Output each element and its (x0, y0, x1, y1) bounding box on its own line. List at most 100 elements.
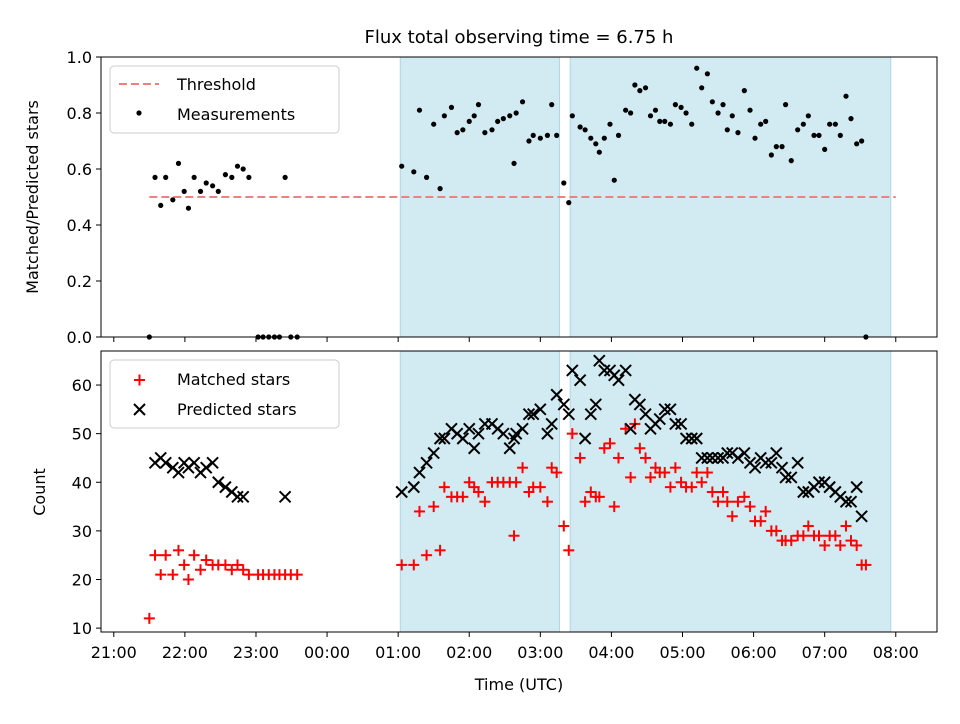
predicted-star-point (509, 427, 523, 440)
measurement-point (399, 163, 405, 169)
measurement-point (837, 132, 843, 138)
bottom-y-tick-label: 50 (72, 425, 92, 444)
bottom-y-tick-label: 10 (72, 619, 92, 638)
measurement-point (466, 118, 472, 124)
measurement-point (827, 121, 833, 127)
measurement-point (460, 127, 466, 133)
measurement-point (729, 113, 735, 119)
measurement-point (282, 174, 288, 180)
matched-star-point (829, 530, 841, 542)
measurement-point (561, 180, 567, 186)
matched-star-point (613, 452, 625, 464)
predicted-star-point (200, 461, 213, 474)
predicted-star-point (578, 432, 592, 445)
bottom-axes: 10 20 30 40 50 60 21:00 22:00 23:00 00:00 01:00 02… (30, 350, 938, 694)
measurement-point (611, 177, 617, 183)
predicted-star-point (669, 417, 682, 431)
measurement-point (735, 130, 741, 136)
matched-star-point (585, 486, 597, 498)
predicted-star-point (231, 490, 244, 504)
measurement-point (229, 174, 235, 180)
predicted-star-point (497, 427, 510, 440)
measurement-point (632, 82, 638, 88)
predicted-star-point (770, 446, 783, 460)
matched-star-point (291, 569, 303, 581)
matched-star-point (797, 530, 809, 542)
measurement-point (822, 146, 828, 152)
measurement-point (709, 99, 715, 105)
top-y-ticks: 0.0 0.2 0.4 0.6 0.8 1.0 (67, 48, 101, 347)
measurement-point (678, 104, 684, 110)
matched-star-point (813, 530, 825, 542)
predicted-star-point (413, 466, 426, 479)
matched-star-point (669, 462, 681, 474)
matched-star-point (760, 505, 772, 517)
measurement-point (642, 85, 649, 91)
measurement-point (779, 144, 785, 150)
measurement-point (234, 163, 241, 169)
measurement-point (577, 124, 583, 130)
predicted-star-point (839, 495, 853, 508)
matched-star-point (195, 564, 207, 576)
matched-star-point (721, 496, 733, 508)
measurement-point (747, 107, 753, 113)
x-axis-label: Time (UTC) (474, 675, 563, 694)
measurement-point (507, 113, 513, 119)
x-tick-label: 22:00 (162, 643, 208, 662)
measurement-point (689, 121, 695, 127)
bottom-shaded-interval-1 (569, 350, 892, 633)
measurement-point (475, 102, 482, 108)
matched-star-point (508, 530, 520, 542)
matched-star-point (463, 476, 475, 488)
measurement-point (158, 202, 164, 208)
predicted-star-point (797, 485, 810, 499)
measurement-point (672, 102, 678, 108)
measurement-point (859, 138, 865, 144)
top-legend-box (109, 65, 340, 134)
matched-star-point (457, 491, 469, 503)
measurement-point (811, 132, 817, 138)
x-tick-label: 02:00 (446, 643, 492, 662)
measurement-point (537, 135, 543, 141)
measurement-point (805, 113, 811, 119)
matched-star-point (408, 559, 420, 571)
bottom-x-ticks: 21:00 22:00 23:00 00:00 01:00 02:00 03:00 04:00… (91, 632, 919, 662)
predicted-star-point (438, 432, 451, 445)
measurement-point (163, 174, 169, 180)
predicted-star-point (679, 432, 693, 445)
x-tick-label: 21:00 (91, 643, 137, 662)
measurement-point (181, 188, 187, 194)
measurement-point (566, 200, 572, 206)
predicted-star-point (219, 480, 232, 494)
measurement-point (662, 118, 668, 124)
predicted-star-point (731, 451, 745, 465)
predicted-star-point (573, 373, 587, 387)
top-x-ticks (113, 337, 897, 342)
x-tick-label: 00:00 (304, 643, 350, 662)
measurement-point (623, 107, 629, 113)
matched-star-point (634, 442, 646, 454)
matched-star-point (428, 501, 440, 513)
matched-star-point (726, 510, 738, 522)
measurement-point (431, 121, 437, 127)
matched-star-point (701, 467, 713, 479)
matched-star-point (510, 476, 522, 488)
predicted-star-point (633, 398, 647, 411)
top-y-tick-label: 0.4 (67, 216, 92, 235)
matched-star-point (819, 539, 831, 551)
predicted-star-point (619, 364, 632, 377)
predicted-star-point (463, 422, 476, 435)
measurement-point (482, 130, 488, 136)
measurement-point (240, 166, 246, 172)
predicted-star-point (706, 451, 719, 465)
matched-star-point (472, 486, 484, 498)
measurement-point (588, 135, 594, 141)
measurement-point (704, 71, 710, 77)
bottom-y-tick-label: 20 (72, 570, 92, 589)
matched-star-point (574, 452, 586, 464)
matched-star-point (413, 505, 425, 517)
matched-star-point (563, 544, 575, 556)
x-tick-label: 07:00 (802, 643, 848, 662)
predicted-star-point (738, 446, 751, 460)
measurement-point (615, 132, 622, 138)
